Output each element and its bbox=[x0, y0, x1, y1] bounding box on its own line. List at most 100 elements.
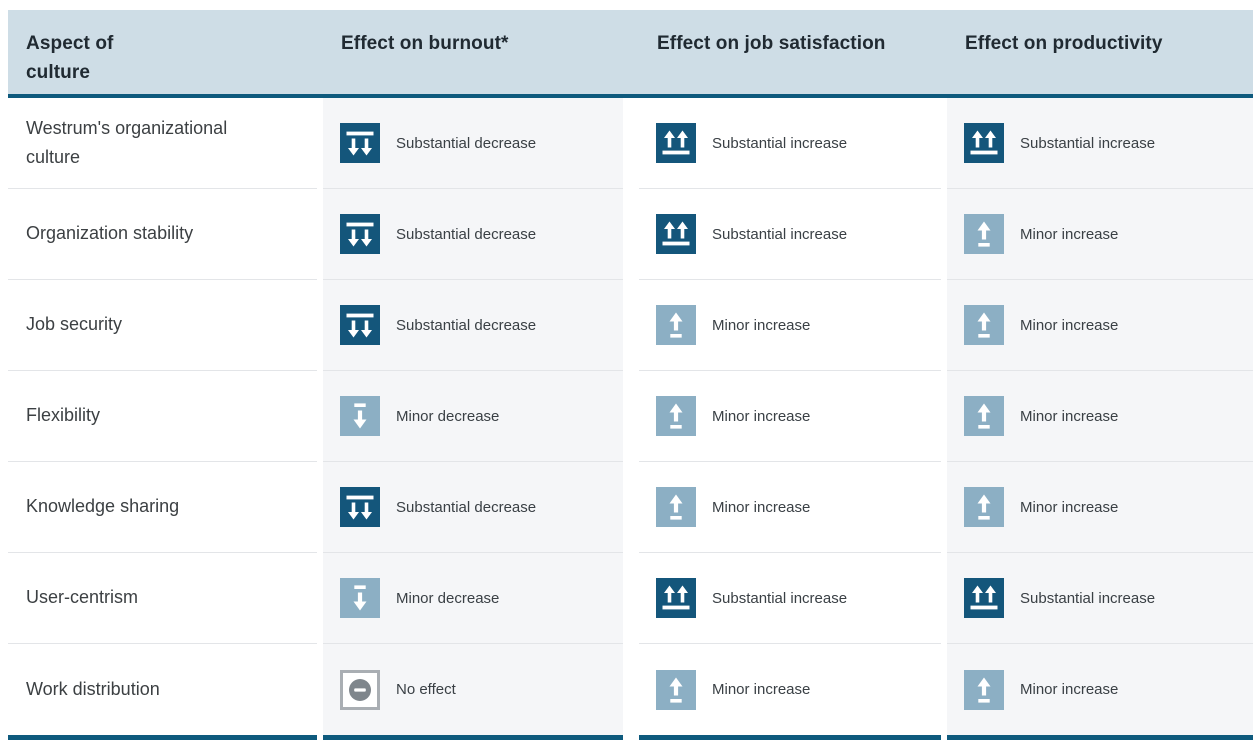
effect-label: Minor increase bbox=[1020, 407, 1119, 425]
substantial-decrease-icon bbox=[340, 123, 380, 163]
effect-label: Substantial increase bbox=[712, 134, 848, 152]
table-row: Flexibility Minor decrease Minor increas… bbox=[8, 371, 1253, 462]
aspect-cell: User-centrism bbox=[8, 553, 317, 644]
header-label: Effect on job satisfaction bbox=[657, 33, 886, 54]
minor-increase-icon bbox=[964, 214, 1004, 254]
effect-label: Substantial increase bbox=[1020, 589, 1156, 607]
aspect-cell: Job security bbox=[8, 280, 317, 371]
minor-increase-icon bbox=[656, 669, 696, 710]
culture-effects-table: Aspect of culture Effect on burnout* Eff… bbox=[8, 10, 1253, 740]
productivity-effect-cell: Minor increase bbox=[947, 371, 1253, 462]
job-satisfaction-effect-cell: Minor increase bbox=[639, 462, 941, 553]
column-gutter bbox=[623, 189, 639, 280]
aspect-cell: Work distribution bbox=[8, 644, 317, 735]
aspect-cell: Westrum's organizational culture bbox=[8, 98, 317, 189]
column-gutter bbox=[623, 371, 639, 462]
column-gutter bbox=[623, 462, 639, 553]
table-row: Organization stability Substantial decre… bbox=[8, 189, 1253, 280]
effect-label: Substantial increase bbox=[1020, 134, 1156, 152]
aspect-label: Organization stability bbox=[26, 223, 194, 244]
minor-increase-icon bbox=[656, 305, 696, 345]
aspect-label: Flexibility bbox=[26, 405, 101, 426]
table-row: Westrum's organizational culture Substan… bbox=[8, 98, 1253, 189]
header-gutter bbox=[941, 10, 947, 98]
aspect-label: Westrum's organizational culture bbox=[26, 117, 228, 167]
table-row: User-centrism Minor decrease Substantial… bbox=[8, 553, 1253, 644]
productivity-effect-cell: Minor increase bbox=[947, 644, 1253, 735]
substantial-increase-icon bbox=[964, 578, 1004, 618]
effect-label: Minor increase bbox=[1020, 498, 1119, 516]
header-aspect-of-culture: Aspect of culture bbox=[8, 10, 317, 98]
table-bottom-rule bbox=[8, 735, 1253, 740]
effect-label: Minor increase bbox=[1020, 681, 1119, 698]
column-gutter bbox=[623, 644, 639, 735]
job-satisfaction-effect-cell: Minor increase bbox=[639, 371, 941, 462]
aspect-label: User-centrism bbox=[26, 587, 139, 608]
burnout-effect-cell: Substantial decrease bbox=[323, 462, 623, 553]
column-gutter bbox=[941, 553, 947, 644]
aspect-cell: Knowledge sharing bbox=[8, 462, 317, 553]
effect-label: Minor increase bbox=[712, 681, 811, 698]
header-effect-on-burnout: Effect on burnout* bbox=[323, 10, 623, 98]
table-header: Aspect of culture Effect on burnout* Eff… bbox=[8, 10, 1253, 98]
table-row: Job security Substantial decrease Minor … bbox=[8, 280, 1253, 371]
effect-label: Minor increase bbox=[1020, 225, 1119, 243]
minor-increase-icon bbox=[964, 487, 1004, 527]
burnout-effect-cell: Minor decrease bbox=[323, 371, 623, 462]
column-gutter bbox=[317, 371, 323, 462]
minor-decrease-icon bbox=[340, 578, 380, 618]
column-gutter bbox=[317, 553, 323, 644]
effect-label: Substantial increase bbox=[712, 225, 848, 243]
substantial-decrease-icon bbox=[340, 305, 380, 345]
column-gutter bbox=[317, 644, 323, 735]
substantial-increase-icon bbox=[964, 123, 1004, 163]
effect-label: Substantial increase bbox=[712, 589, 848, 607]
substantial-decrease-icon bbox=[340, 214, 380, 254]
job-satisfaction-effect-cell: Substantial increase bbox=[639, 553, 941, 644]
effect-label: Minor increase bbox=[712, 498, 811, 516]
column-gutter bbox=[317, 462, 323, 553]
job-satisfaction-effect-cell: Minor increase bbox=[639, 280, 941, 371]
minor-increase-icon bbox=[964, 669, 1004, 710]
header-effect-on-productivity: Effect on productivity bbox=[947, 10, 1253, 98]
substantial-increase-icon bbox=[656, 123, 696, 163]
minor-increase-icon bbox=[656, 487, 696, 527]
effect-label: Minor increase bbox=[712, 316, 811, 334]
productivity-effect-cell: Substantial increase bbox=[947, 553, 1253, 644]
substantial-increase-icon bbox=[656, 578, 696, 618]
substantial-increase-icon bbox=[656, 214, 696, 254]
table-body: Westrum's organizational culture Substan… bbox=[8, 98, 1253, 735]
effect-label: Minor increase bbox=[1020, 316, 1119, 334]
effect-label: Substantial decrease bbox=[396, 225, 537, 243]
effect-label: Substantial decrease bbox=[396, 134, 537, 152]
column-gutter bbox=[941, 189, 947, 280]
burnout-effect-cell: Minor decrease bbox=[323, 553, 623, 644]
column-gutter bbox=[941, 280, 947, 371]
job-satisfaction-effect-cell: Substantial increase bbox=[639, 98, 941, 189]
column-gutter bbox=[941, 644, 947, 735]
aspect-label: Knowledge sharing bbox=[26, 496, 180, 517]
column-gutter bbox=[623, 280, 639, 371]
minor-decrease-icon bbox=[340, 396, 380, 436]
effect-label: No effect bbox=[396, 681, 456, 698]
effect-label: Minor increase bbox=[712, 407, 811, 425]
column-gutter bbox=[317, 280, 323, 371]
aspect-label: Work distribution bbox=[26, 678, 160, 699]
column-gutter bbox=[941, 98, 947, 189]
column-gutter bbox=[623, 98, 639, 189]
effect-label: Minor decrease bbox=[396, 407, 500, 425]
productivity-effect-cell: Substantial increase bbox=[947, 98, 1253, 189]
minor-increase-icon bbox=[656, 396, 696, 436]
burnout-effect-cell: Substantial decrease bbox=[323, 189, 623, 280]
burnout-effect-cell: Substantial decrease bbox=[323, 280, 623, 371]
burnout-effect-cell: No effect bbox=[323, 644, 623, 735]
effect-label: Minor decrease bbox=[396, 589, 500, 607]
effect-label: Substantial decrease bbox=[396, 316, 537, 334]
aspect-cell: Organization stability bbox=[8, 189, 317, 280]
column-gutter bbox=[623, 553, 639, 644]
table-row: Work distribution No effect Minor increa… bbox=[8, 644, 1253, 735]
productivity-effect-cell: Minor increase bbox=[947, 189, 1253, 280]
column-gutter bbox=[941, 462, 947, 553]
column-gutter bbox=[317, 98, 323, 189]
minor-increase-icon bbox=[964, 396, 1004, 436]
